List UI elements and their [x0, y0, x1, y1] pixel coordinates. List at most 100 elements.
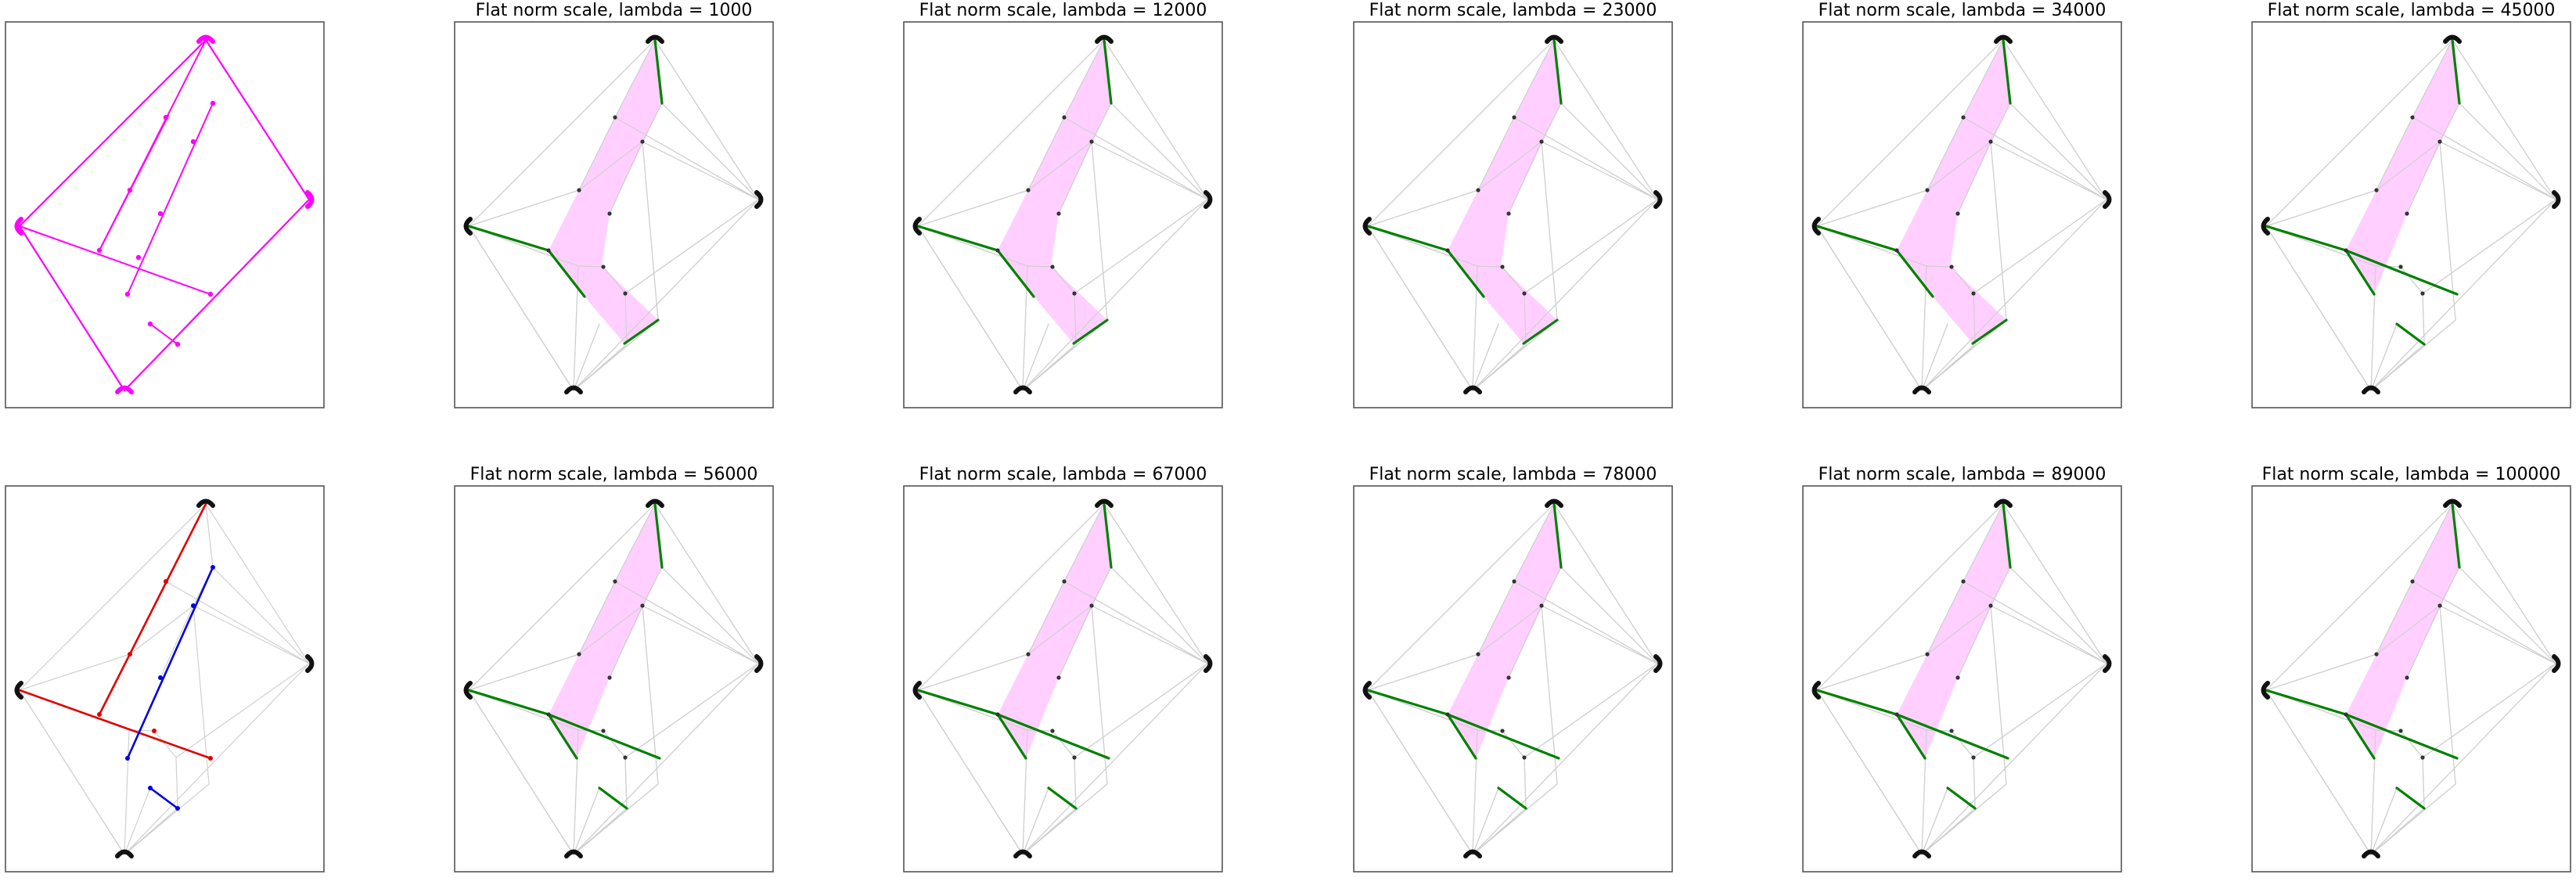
gray-edge — [468, 689, 574, 855]
gray-edge — [1091, 567, 1112, 606]
graph-node — [2374, 188, 2379, 193]
gray-edge — [1074, 199, 1208, 294]
gray-edge — [1058, 141, 1092, 214]
graph-node — [2437, 603, 2442, 608]
green-edge — [1446, 249, 1485, 298]
gray-edge — [1951, 730, 1974, 758]
graph-node — [640, 139, 645, 144]
panel-frame — [5, 485, 325, 873]
panel-content — [912, 498, 1213, 858]
green-edge — [1815, 225, 1898, 252]
magenta-node — [147, 321, 153, 327]
gray-edge — [917, 503, 1105, 691]
blue-node — [148, 786, 153, 790]
graph-node — [1026, 188, 1031, 193]
node-left — [1811, 217, 1821, 236]
gray-edge — [2452, 39, 2556, 200]
green-edge — [1522, 318, 1559, 345]
panel-content — [1362, 498, 1663, 858]
gray-edge — [1816, 189, 1928, 227]
gray-edge — [1472, 808, 1527, 855]
graph-node — [2405, 675, 2409, 680]
flat-norm-region — [549, 40, 662, 344]
gray-edge — [1022, 729, 1028, 855]
node-left — [1811, 681, 1821, 700]
gray-edge — [1063, 503, 1105, 582]
panel-frame — [2251, 485, 2571, 873]
gray-edge — [1927, 605, 1991, 655]
gray-edge — [1560, 103, 1658, 200]
gray-edge — [468, 39, 656, 227]
green-edge — [2451, 502, 2461, 569]
magenta-node — [135, 254, 142, 261]
gray-edge — [1816, 653, 1928, 691]
gray-edge — [1091, 141, 1208, 200]
gray-edge — [1367, 225, 1473, 391]
graph-node — [1955, 211, 1960, 216]
gray-edge — [2370, 323, 2398, 391]
gray-edge — [1063, 39, 1105, 118]
node-right — [2103, 654, 2112, 673]
graph-node — [613, 115, 617, 120]
boundary-edge — [18, 225, 126, 392]
green-edge — [2451, 38, 2461, 105]
gray-edge — [2439, 605, 2556, 664]
gray-edge — [1477, 605, 1542, 655]
gray-edge — [1541, 103, 1562, 142]
gray-edge — [1103, 503, 1208, 664]
green-edge — [2344, 713, 2459, 760]
graph-node — [1445, 248, 1450, 253]
green-edge — [916, 225, 999, 252]
green-edge — [1552, 38, 1563, 105]
gray-edge — [2370, 199, 2556, 391]
node-left — [463, 681, 473, 700]
node-left — [14, 681, 23, 700]
red-node — [164, 579, 168, 584]
node-top — [196, 34, 215, 44]
gray-edge — [1541, 605, 1658, 664]
gray-edge — [1091, 605, 1108, 785]
graph-node — [1971, 291, 1976, 296]
gray-edge — [1110, 103, 1208, 200]
gray-edge — [2439, 141, 2556, 200]
node-left — [1362, 217, 1372, 236]
graph-node — [601, 264, 606, 269]
magenta-path — [149, 323, 178, 345]
graph-node — [1894, 248, 1899, 253]
gray-edge — [1541, 141, 1658, 200]
panel-1-4: Flat norm scale, lambda = 89000 — [1802, 465, 2122, 873]
gray-edge — [1990, 103, 2011, 142]
gray-edge — [1927, 141, 1991, 191]
green-edge — [1815, 689, 1898, 716]
node-top — [646, 34, 664, 44]
graph-node — [1506, 675, 1511, 680]
gray-edge — [661, 567, 759, 664]
gray-edge — [573, 729, 579, 855]
gray-edge — [1027, 265, 1053, 268]
node-bottom — [564, 849, 583, 858]
graph-node — [2410, 115, 2415, 120]
node-bottom — [1912, 385, 1931, 394]
gray-edge — [573, 808, 628, 855]
panel-1-0 — [5, 485, 325, 873]
green-edge — [1895, 713, 2009, 760]
green-edge — [1946, 786, 1977, 810]
green-edge — [2265, 225, 2348, 252]
gray-edge — [2412, 581, 2556, 664]
gray-edge — [124, 808, 178, 855]
panel-grid: Flat norm scale, lambda = 1000 Flat norm … — [5, 1, 2571, 873]
gray-edge — [661, 103, 759, 200]
green-edge — [1971, 318, 2008, 345]
flat-norm-region — [549, 504, 662, 758]
gray-edge — [1091, 605, 1208, 664]
graph-node — [1949, 264, 1954, 269]
panel-1-5: Flat norm scale, lambda = 100000 — [2251, 465, 2571, 873]
gray-edge — [1472, 787, 1499, 855]
graph-node — [1512, 115, 1516, 120]
green-edge — [2395, 322, 2426, 346]
gray-edge — [1022, 663, 1208, 855]
graph-node — [1925, 652, 1930, 657]
gray-edge — [2370, 265, 2376, 391]
gray-edge — [654, 39, 759, 200]
panel-frame — [903, 485, 1223, 873]
